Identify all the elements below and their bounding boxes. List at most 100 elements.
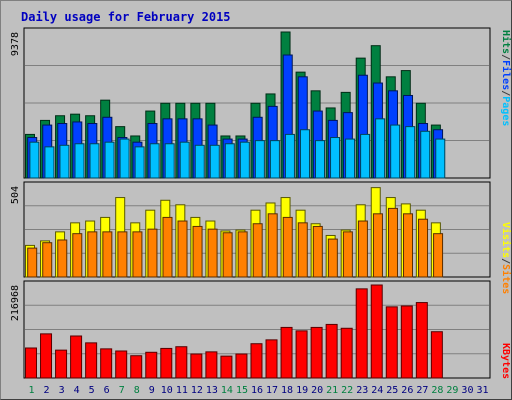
- bar-kbytes-day-20: [310, 326, 323, 379]
- bar-sites-day-2: [42, 242, 53, 278]
- bar-pages-day-13: [209, 144, 220, 179]
- bar-pages-day-9: [149, 143, 160, 179]
- bar-sites-day-13: [207, 228, 218, 278]
- chart-title: Daily usage for February 2015: [21, 10, 231, 24]
- bar-kbytes-day-25: [385, 306, 398, 379]
- bar-kbytes-day-24: [370, 284, 383, 379]
- bar-sites-day-10: [162, 216, 173, 278]
- bar-kbytes-day-23: [355, 288, 368, 379]
- y-max-label-bottom: 216968: [10, 285, 21, 321]
- bar-pages-day-6: [104, 141, 115, 179]
- bar-pages-day-27: [420, 130, 431, 179]
- bar-sites-day-14: [222, 232, 233, 278]
- bar-kbytes-day-13: [205, 351, 218, 379]
- bar-pages-day-10: [164, 143, 175, 179]
- bar-pages-day-3: [59, 144, 70, 179]
- bar-sites-day-21: [327, 238, 338, 278]
- bar-sites-day-4: [72, 233, 83, 278]
- x-tick-label-day-3: 3: [59, 385, 65, 396]
- bar-pages-day-14: [224, 143, 235, 179]
- bar-kbytes-day-5: [85, 342, 98, 379]
- bar-kbytes-day-14: [220, 355, 233, 379]
- bar-kbytes-day-9: [145, 351, 158, 379]
- bar-pages-day-23: [360, 133, 371, 179]
- bar-sites-day-20: [312, 225, 323, 278]
- x-tick-label-day-2: 2: [44, 385, 50, 396]
- bar-sites-day-12: [192, 225, 203, 278]
- bar-pages-day-15: [239, 141, 250, 179]
- x-tick-label-day-28: 28: [431, 385, 443, 396]
- bar-sites-day-23: [357, 220, 368, 278]
- bar-pages-day-18: [284, 133, 295, 179]
- bar-kbytes-day-18: [280, 326, 293, 379]
- bar-kbytes-day-8: [130, 355, 143, 379]
- x-tick-label-day-21: 21: [326, 385, 338, 396]
- x-tick-label-day-15: 15: [236, 385, 248, 396]
- bar-pages-day-7: [119, 138, 130, 179]
- x-tick-label-day-5: 5: [89, 385, 95, 396]
- bar-sites-day-16: [252, 223, 263, 278]
- bar-pages-day-4: [74, 143, 85, 179]
- bar-pages-day-8: [134, 146, 145, 179]
- bar-sites-day-7: [117, 231, 128, 278]
- bar-kbytes-day-22: [340, 327, 353, 379]
- bar-kbytes-day-11: [175, 346, 188, 379]
- bar-sites-day-26: [403, 213, 414, 278]
- bar-kbytes-day-26: [400, 305, 413, 379]
- x-tick-label-day-29: 29: [446, 385, 458, 396]
- x-tick-label-day-26: 26: [401, 385, 413, 396]
- legend-top: Hits/Files/Pages: [500, 30, 512, 126]
- x-tick-label-day-22: 22: [341, 385, 353, 396]
- bar-pages-day-20: [315, 140, 326, 179]
- bar-pages-day-2: [44, 146, 55, 179]
- bar-pages-day-5: [89, 143, 100, 179]
- bar-sites-day-28: [433, 233, 444, 278]
- x-tick-label-day-6: 6: [104, 385, 110, 396]
- x-tick-label-day-23: 23: [356, 385, 368, 396]
- bar-pages-day-24: [375, 118, 386, 179]
- bar-kbytes-day-19: [295, 330, 308, 379]
- bar-sites-day-22: [342, 231, 353, 278]
- x-tick-label-day-11: 11: [176, 385, 188, 396]
- bar-kbytes-day-7: [115, 350, 128, 379]
- bar-sites-day-11: [177, 220, 188, 278]
- bar-kbytes-day-2: [40, 333, 53, 379]
- bar-pages-day-26: [405, 126, 416, 179]
- bar-pages-day-16: [254, 140, 265, 179]
- bar-kbytes-day-27: [415, 302, 428, 379]
- x-tick-label-day-8: 8: [134, 385, 140, 396]
- bar-kbytes-day-15: [235, 353, 248, 379]
- x-tick-label-day-10: 10: [161, 385, 173, 396]
- x-tick-label-day-27: 27: [416, 385, 428, 396]
- bar-sites-day-9: [147, 228, 158, 278]
- x-tick-label-day-1: 1: [29, 385, 35, 396]
- bar-kbytes-day-12: [190, 353, 203, 379]
- bar-pages-day-25: [390, 124, 401, 179]
- bar-sites-day-19: [297, 222, 308, 278]
- bar-kbytes-day-28: [430, 331, 443, 379]
- x-tick-label-day-20: 20: [311, 385, 323, 396]
- bar-kbytes-day-6: [100, 348, 113, 379]
- bar-sites-day-27: [418, 218, 429, 278]
- x-tick-label-day-30: 30: [461, 385, 473, 396]
- bar-kbytes-day-17: [265, 339, 278, 379]
- bar-sites-day-18: [282, 216, 293, 278]
- x-tick-label-day-12: 12: [191, 385, 203, 396]
- bar-kbytes-day-1: [25, 347, 37, 379]
- x-tick-label-day-19: 19: [296, 385, 308, 396]
- x-tick-label-day-25: 25: [386, 385, 398, 396]
- bar-pages-day-28: [435, 138, 446, 179]
- bar-kbytes-day-21: [325, 323, 338, 379]
- bar-sites-day-1: [27, 247, 38, 278]
- bar-kbytes-day-16: [250, 343, 263, 379]
- x-tick-label-day-24: 24: [371, 385, 383, 396]
- bar-sites-day-3: [57, 239, 68, 278]
- bar-kbytes-day-10: [160, 347, 173, 379]
- y-max-label-middle: 504: [10, 186, 21, 204]
- x-tick-label-day-17: 17: [266, 385, 278, 396]
- bar-sites-day-25: [387, 207, 398, 278]
- x-tick-label-day-16: 16: [251, 385, 263, 396]
- bar-pages-day-22: [345, 138, 356, 179]
- x-tick-label-day-13: 13: [206, 385, 218, 396]
